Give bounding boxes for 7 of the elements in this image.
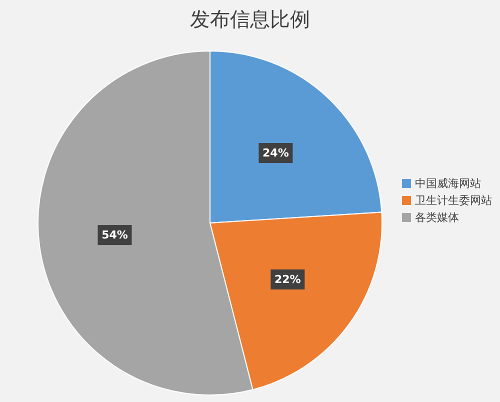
legend-label: 各类媒体 [415,210,459,224]
legend-label: 中国威海网站 [415,176,481,190]
chart-title: 发布信息比例 [189,6,311,33]
data-label: 24% [262,146,289,160]
data-label: 54% [102,228,128,242]
legend-label: 卫生计生委网站 [415,192,492,208]
data-label: 22% [274,272,301,286]
